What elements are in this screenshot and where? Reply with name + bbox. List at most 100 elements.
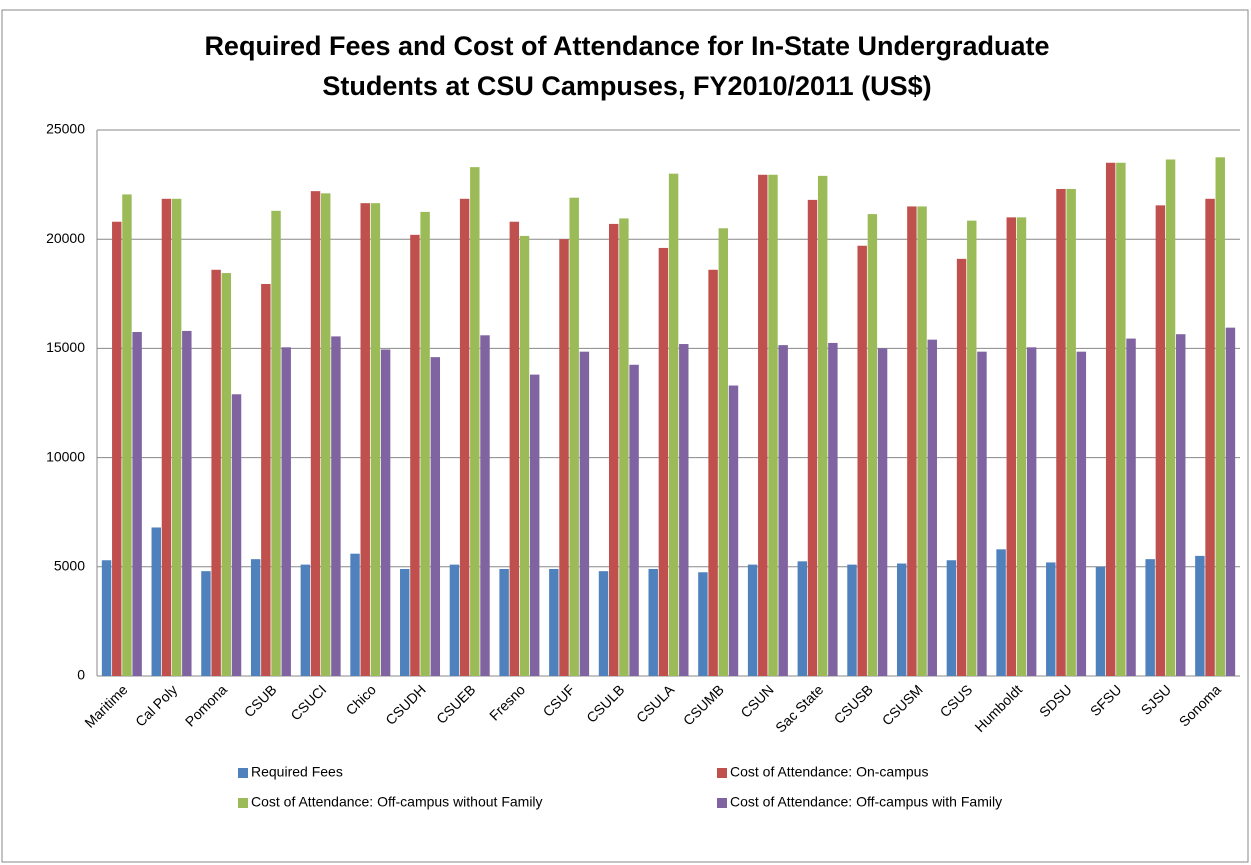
y-tick-label: 5000 — [54, 558, 85, 574]
bar — [648, 568, 658, 676]
bar — [1155, 205, 1166, 676]
bar — [1046, 562, 1056, 676]
bar — [569, 197, 579, 677]
legend-swatch — [238, 768, 248, 778]
legend-label: Cost of Attendance: Off-campus with Fami… — [730, 794, 1002, 810]
bar — [161, 198, 172, 676]
bar — [300, 564, 311, 676]
bar — [967, 220, 977, 677]
bar — [281, 347, 291, 676]
bar — [171, 198, 182, 676]
bar — [708, 269, 718, 676]
bar — [956, 258, 967, 676]
bar — [598, 571, 609, 676]
bar — [867, 214, 878, 677]
y-tick-label: 10000 — [46, 448, 85, 464]
bar — [271, 210, 281, 677]
bar — [698, 572, 708, 676]
bar — [668, 173, 679, 676]
bar — [1095, 566, 1106, 676]
bar — [1105, 162, 1116, 676]
bar — [907, 206, 917, 676]
chart-title: Required Fees and Cost of Attendance for… — [204, 31, 1049, 61]
y-tick-label: 20000 — [46, 230, 85, 246]
bar — [828, 342, 838, 676]
y-tick-label: 15000 — [46, 339, 85, 355]
bar — [449, 564, 460, 676]
bar — [1076, 351, 1087, 676]
bar — [1176, 334, 1186, 676]
bar — [380, 349, 391, 676]
bar — [1026, 347, 1037, 676]
legend-label: Required Fees — [251, 764, 343, 780]
bar — [1195, 555, 1205, 676]
bar — [679, 344, 689, 676]
bar — [927, 339, 937, 676]
bar — [758, 174, 768, 676]
bar — [360, 203, 370, 676]
bar — [519, 235, 530, 676]
bar — [1165, 159, 1176, 676]
bar — [559, 239, 569, 676]
bar — [1126, 338, 1136, 676]
bar — [211, 269, 221, 676]
bar — [896, 563, 907, 676]
bar — [1215, 157, 1225, 677]
bar — [747, 564, 758, 676]
bar — [768, 174, 778, 676]
bar — [619, 218, 629, 676]
bar — [579, 351, 590, 676]
bar — [182, 330, 192, 676]
legend-swatch — [717, 798, 727, 808]
bar — [132, 332, 142, 676]
bar — [996, 549, 1006, 676]
bar — [1145, 559, 1155, 676]
bar — [1205, 198, 1215, 676]
bar — [718, 228, 729, 676]
bar — [1225, 327, 1236, 676]
bar — [529, 374, 540, 676]
bar — [480, 335, 490, 676]
bar — [977, 351, 987, 676]
bar — [1066, 188, 1076, 676]
bar — [250, 559, 261, 676]
bar — [400, 568, 410, 676]
bar — [629, 364, 639, 676]
bar — [1016, 217, 1027, 677]
y-tick-label: 0 — [77, 667, 85, 683]
bar — [778, 345, 788, 676]
chart-title: Students at CSU Campuses, FY2010/2011 (U… — [322, 71, 931, 101]
bar — [122, 194, 132, 677]
bar — [350, 553, 360, 676]
bar — [877, 348, 888, 676]
bar — [499, 568, 509, 676]
bar — [459, 198, 470, 676]
bar — [310, 191, 321, 677]
bar — [151, 527, 161, 676]
bar — [201, 571, 211, 676]
bar — [261, 283, 271, 676]
bar — [101, 560, 112, 676]
bar — [658, 247, 669, 676]
bar — [608, 223, 619, 677]
bar — [420, 211, 430, 676]
bar — [797, 561, 808, 676]
bar — [1116, 162, 1126, 676]
bar — [946, 560, 957, 676]
bar — [410, 234, 420, 676]
bar — [430, 357, 441, 676]
bar — [470, 167, 480, 677]
bar — [728, 385, 739, 676]
legend-swatch — [238, 798, 248, 808]
bar — [331, 336, 341, 676]
bar — [549, 568, 559, 676]
bar — [857, 245, 867, 676]
bar — [370, 203, 381, 676]
bar — [1006, 217, 1016, 677]
bar — [321, 193, 331, 676]
bar — [917, 206, 927, 676]
bar — [112, 221, 122, 676]
bar — [231, 394, 242, 676]
y-tick-label: 25000 — [46, 121, 85, 137]
